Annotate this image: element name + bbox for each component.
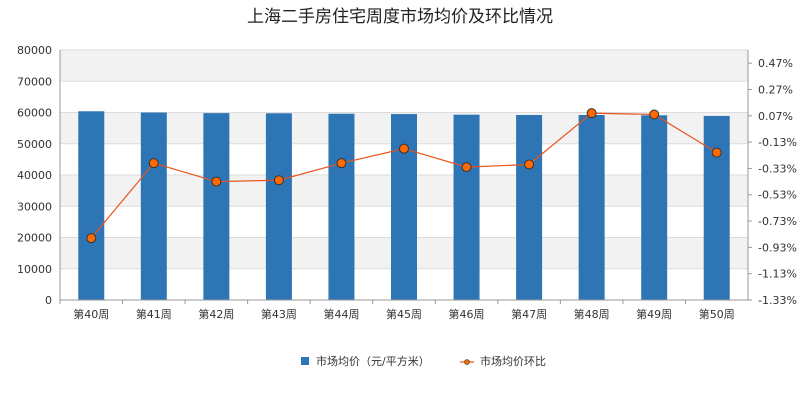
bar [703,115,730,300]
y-left-tick-label: 10000 [17,263,52,276]
line-point [586,108,597,119]
y-right-tick-label: -0.33% [758,162,797,175]
y-left-tick-label: 60000 [17,107,52,120]
x-tick-label: 第42周 [198,307,234,321]
line-point [86,233,97,244]
y-left-tick-label: 70000 [17,75,52,88]
x-tick-label: 第48周 [574,307,610,321]
legend-bar-swatch [301,357,309,365]
legend-line-marker [464,359,470,365]
line-series [86,108,722,244]
line-point [273,175,284,186]
x-tick-label: 第46周 [449,307,485,321]
y-left-tick-label: 80000 [17,44,52,57]
y-right-tick-label: -1.13% [758,268,797,281]
y-left-tick-label: 50000 [17,138,52,151]
y-right-tick-label: 0.07% [758,110,793,123]
bar [516,115,543,300]
line-point [211,176,222,187]
bar [453,114,480,300]
legend: 市场均价（元/平方米） 市场均价环比 [301,354,546,368]
bar [641,115,668,300]
bar [578,115,605,300]
line-point [148,158,159,169]
x-tick-label: 第50周 [699,307,735,321]
bar [203,113,230,300]
x-tick-label: 第43周 [261,307,297,321]
line-point [336,158,347,169]
y-left-tick-label: 40000 [17,169,52,182]
y-right-tick-label: 0.27% [758,83,793,96]
x-tick-label: 第41周 [136,307,172,321]
y-right-tick-label: -0.13% [758,136,797,149]
bar [78,111,105,300]
y-left-tick-label: 20000 [17,232,52,245]
y-right-tick-label: -0.93% [758,241,797,254]
chart-title: 上海二手房住宅周度市场均价及环比情况 [247,7,553,27]
y-left-tick-label: 0 [45,294,52,307]
grid-band [60,50,748,82]
y-right-tick-label: 0.47% [758,57,793,70]
bar [140,112,167,300]
grid-band [60,81,748,113]
line-point [711,147,722,158]
line-point [649,109,660,120]
y-right-tick-label: -0.73% [758,215,797,228]
y-right-tick-label: -1.33% [758,294,797,307]
bar [328,113,355,300]
bar-series [78,111,730,300]
bar [265,113,292,300]
legend-line-label: 市场均价环比 [480,354,546,368]
line-point [524,159,535,170]
x-tick-label: 第49周 [636,307,672,321]
x-tick-label: 第47周 [511,307,547,321]
y-right-tick-label: -0.53% [758,189,797,202]
legend-bar-label: 市场均价（元/平方米） [316,354,430,368]
x-tick-label: 第45周 [386,307,422,321]
line-point [461,162,472,173]
x-tick-label: 第44周 [323,307,359,321]
line-point [399,143,409,154]
x-tick-label: 第40周 [73,307,109,321]
bar [391,114,417,300]
y-left-tick-label: 30000 [17,200,52,213]
axes: 0 10000 20000 30000 40000 50000 60000 70000 8000… [17,44,797,321]
